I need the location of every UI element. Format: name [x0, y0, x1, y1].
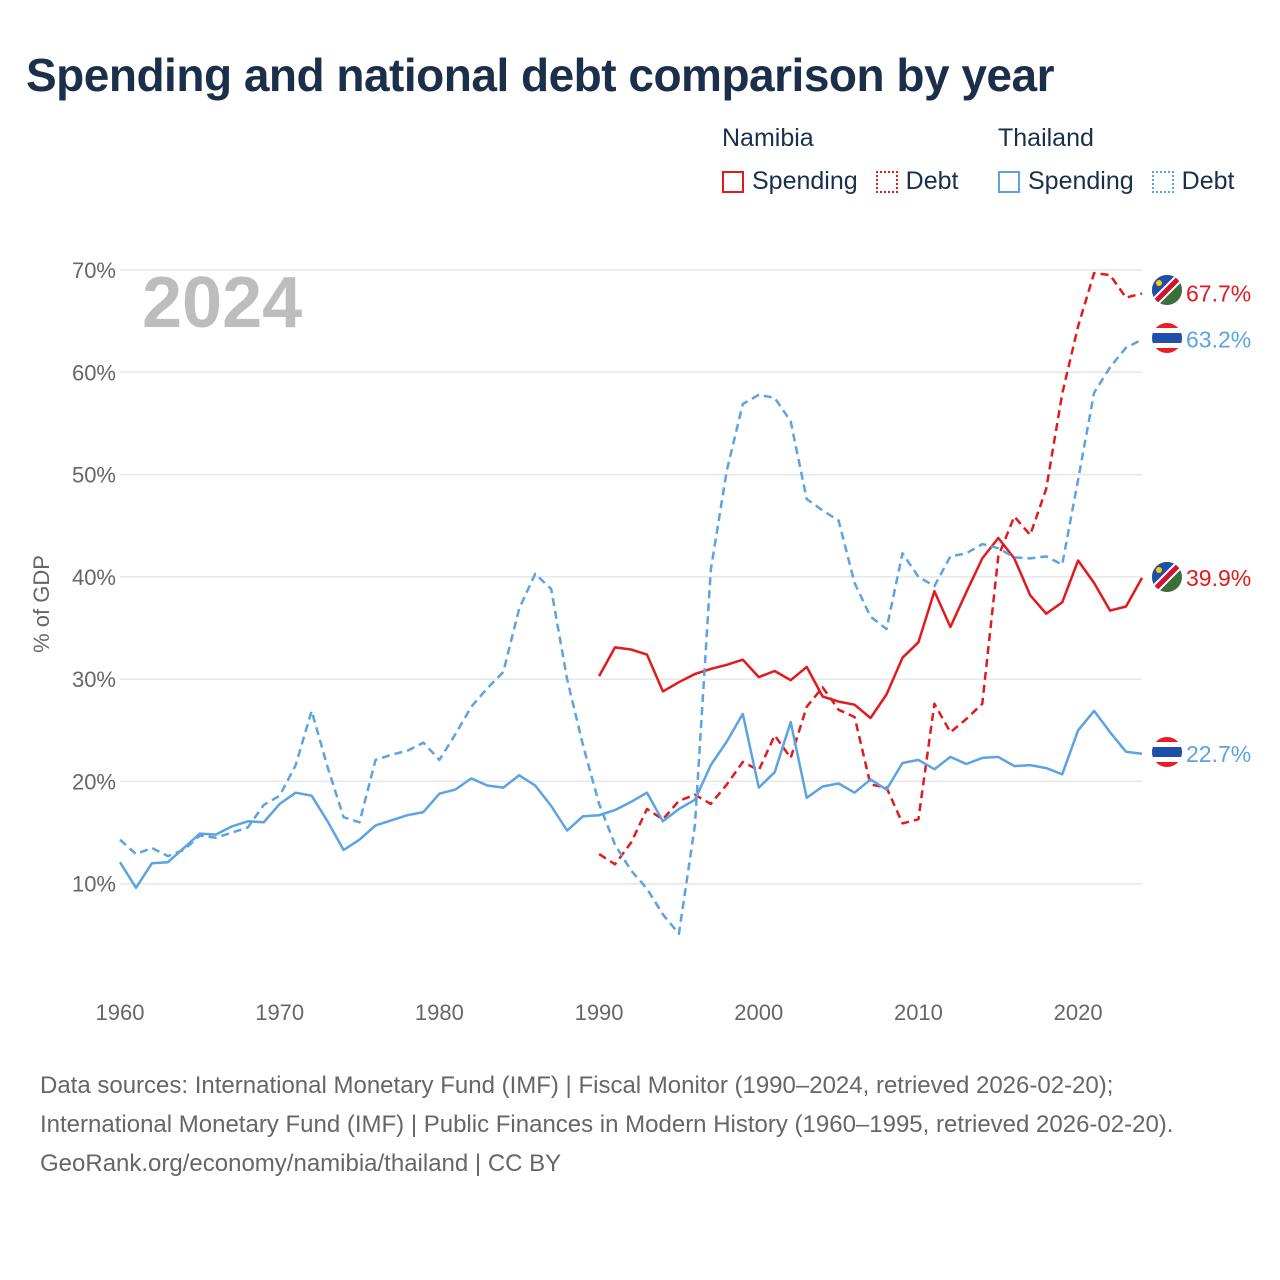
series-lines	[118, 271, 1144, 936]
legend-swatch-solid-blue	[998, 170, 1020, 193]
footer: Data sources: International Monetary Fun…	[40, 1066, 1240, 1183]
series-line-namibia-spending	[598, 536, 1144, 720]
line-chart: 10% 20% 30% 40% 50% 60% 70% 1960 1970 1980 1990 20…	[29, 258, 1251, 1025]
x-axis-ticks: 1960 1970 1980 1990 2000 2010 2020	[96, 1000, 1103, 1025]
legend-swatch-dotted-red	[875, 170, 898, 193]
y-tick-label: 10%	[72, 872, 116, 897]
end-value-label: 63.2%	[1186, 327, 1251, 353]
x-tick-label: 2000	[734, 1000, 783, 1025]
end-value-label: 22.7%	[1186, 741, 1251, 767]
y-tick-label: 50%	[72, 463, 116, 488]
y-tick-label: 40%	[72, 565, 116, 590]
y-tick-label: 70%	[72, 258, 116, 283]
y-tick-label: 20%	[72, 769, 116, 794]
legend-thailand: Thailand Spending Debt	[998, 124, 1234, 196]
data-sources: Data sources: International Monetary Fun…	[40, 1072, 1174, 1138]
legend-thailand-debt[interactable]: Debt	[1151, 167, 1235, 196]
y-tick-label: 60%	[72, 360, 116, 385]
x-tick-label: 1970	[255, 1000, 304, 1025]
legend-label: Debt	[1181, 167, 1235, 195]
legend-swatch-solid-red	[722, 170, 744, 193]
legend-country-namibia: Namibia	[722, 124, 814, 152]
end-labels: 39.9% 67.7% 22.7% 63.2%	[1186, 281, 1251, 767]
attribution: GeoRank.org/economy/namibia/thailand | C…	[40, 1150, 562, 1177]
legend-namibia-debt[interactable]: Debt	[875, 167, 959, 196]
legend-label: Debt	[905, 167, 959, 195]
end-value-label: 67.7%	[1186, 281, 1251, 307]
series-line-namibia-debt	[598, 271, 1143, 866]
legend-thailand-spending[interactable]: Spending	[998, 167, 1134, 196]
namibia-flag-icon	[1152, 275, 1182, 305]
x-tick-label: 2020	[1054, 1000, 1103, 1025]
legend-namibia-spending[interactable]: Spending	[722, 167, 858, 196]
legend-label: Spending	[752, 167, 858, 195]
x-tick-label: 1960	[96, 1000, 145, 1025]
legend-label: Spending	[1028, 167, 1134, 195]
thailand-flag-icon	[1152, 323, 1182, 353]
y-axis-label: % of GDP	[29, 555, 54, 653]
chart-title: Spending and national debt comparison by…	[26, 49, 1055, 101]
legend-country-thailand: Thailand	[998, 124, 1094, 152]
x-tick-label: 2010	[894, 1000, 943, 1025]
end-value-label: 39.9%	[1186, 565, 1251, 591]
x-tick-label: 1990	[575, 1000, 624, 1025]
namibia-flag-icon	[1152, 562, 1182, 592]
year-watermark: 2024	[142, 263, 303, 343]
x-tick-label: 1980	[415, 1000, 464, 1025]
grid-lines	[120, 269, 1142, 885]
series-line-thailand-spending	[118, 709, 1143, 890]
series-line-thailand-debt	[119, 338, 1143, 936]
legend-swatch-dotted-blue	[1151, 170, 1174, 193]
legend-namibia: Namibia Spending Debt	[722, 124, 958, 196]
y-tick-label: 30%	[72, 667, 116, 692]
thailand-flag-icon	[1152, 737, 1182, 767]
y-axis-ticks: 10% 20% 30% 40% 50% 60% 70%	[72, 258, 116, 897]
